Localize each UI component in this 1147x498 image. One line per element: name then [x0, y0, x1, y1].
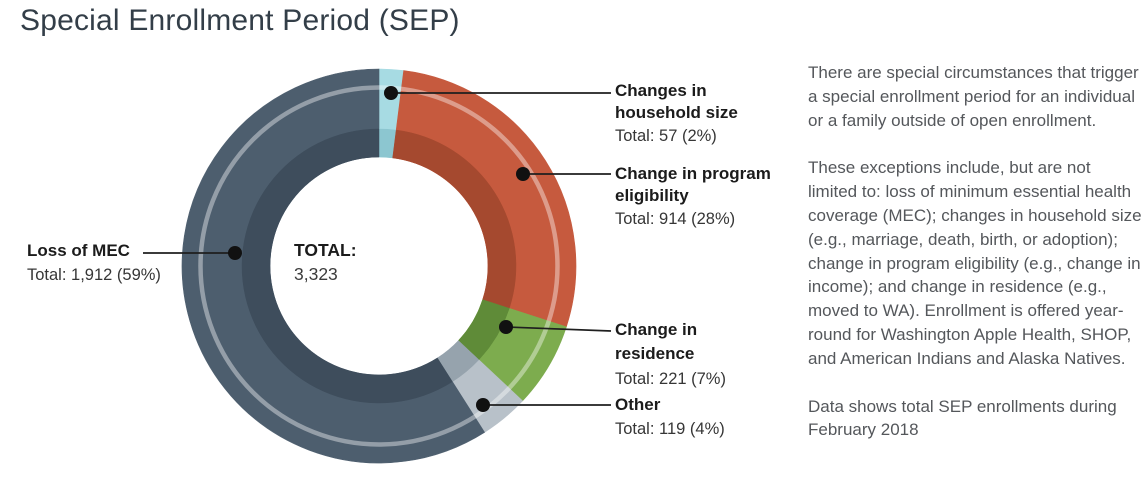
description-column: There are special circumstances that tri…	[808, 61, 1142, 442]
callout-total: Total: 57 (2%)	[615, 127, 717, 145]
callout-label: Change in residence	[615, 320, 698, 363]
callout-residence: Change in residence Total: 221 (7%)	[615, 318, 745, 389]
callout-total: Total: 914 (28%)	[615, 210, 736, 228]
description-paragraph: These exceptions include, but are not li…	[808, 158, 1142, 368]
callout-total: Total: 1,912 (59%)	[27, 265, 161, 284]
callout-other: Other Total: 119 (4%)	[615, 394, 793, 439]
donut-highlight-ring	[198, 85, 560, 447]
callout-total: Total: 221 (7%)	[615, 370, 726, 388]
callout-total: Total: 119 (4%)	[615, 419, 725, 438]
donut-slice-inner-shade-loss-of-mec	[241, 128, 453, 404]
description-paragraph: There are special circumstances that tri…	[808, 63, 1139, 130]
description-paragraph: Data shows total SEP enrollments during …	[808, 396, 1117, 440]
callout-program-eligibility: Change in program eligibility Total: 914…	[615, 163, 800, 229]
callout-dot-change-in-residence	[499, 320, 513, 334]
callout-line-change-in-residence	[505, 326, 612, 332]
callout-loss-of-mec: Loss of MEC Total: 1,912 (59%)	[27, 240, 187, 285]
callout-dot-loss-of-mec	[228, 246, 242, 260]
donut-total-value: 3,323	[294, 264, 338, 284]
callout-label: Other	[615, 395, 661, 414]
callout-dot-change-in-program-eligibility	[516, 167, 530, 181]
callout-dot-changes-in-household-size	[384, 86, 398, 100]
callout-label: Change in program eligibility	[615, 164, 771, 205]
callout-label: Changes in household size	[615, 81, 738, 122]
page-title: Special Enrollment Period (SEP)	[20, 4, 460, 37]
callout-label: Loss of MEC	[27, 241, 130, 260]
callout-household-size: Changes in household size Total: 57 (2%)	[615, 80, 793, 146]
donut-total-label: TOTAL:	[294, 240, 357, 260]
callout-dot-other	[476, 398, 490, 412]
donut-center-total: TOTAL: 3,323	[294, 238, 357, 286]
